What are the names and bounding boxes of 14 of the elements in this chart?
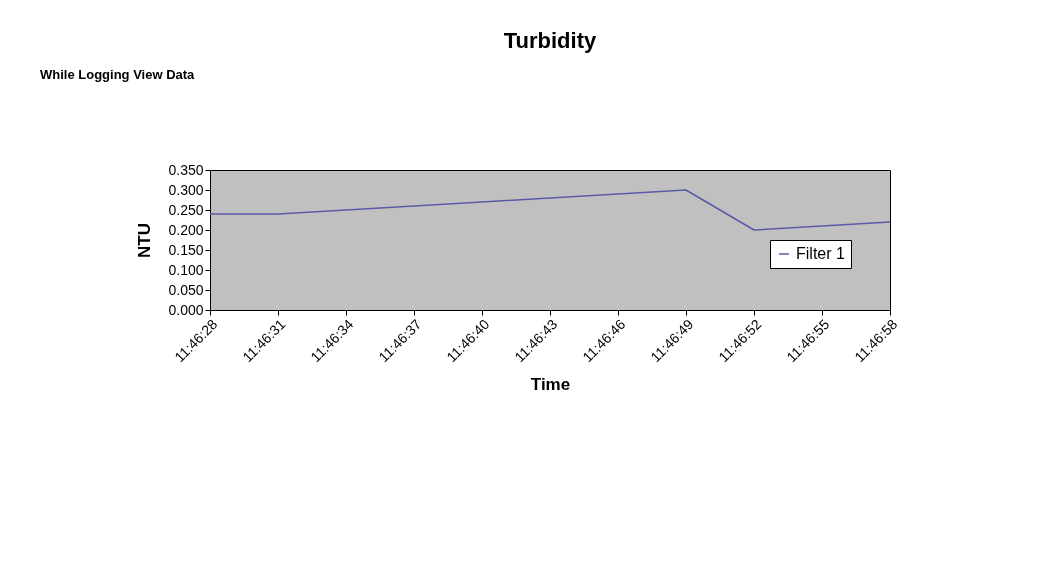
y-tick-label: 0.150 (168, 241, 204, 258)
y-tick-label: 0.050 (168, 281, 204, 298)
x-axis-title: Time (530, 375, 571, 395)
y-tick-label: 0.000 (168, 301, 204, 318)
chart-title: Turbidity (503, 28, 597, 53)
line-series (209, 189, 891, 231)
y-tick-label: 0.100 (168, 261, 204, 278)
y-tick-label: 0.350 (168, 161, 204, 178)
y-tick-label: 0.200 (168, 221, 204, 238)
y-tick-label: 0.300 (168, 181, 204, 198)
text: While Logging View Data (40, 67, 196, 82)
legend-label: Filter 1 (796, 245, 845, 262)
y-tick-label: 0.250 (168, 201, 204, 218)
y-axis-title: NTU (135, 223, 155, 258)
